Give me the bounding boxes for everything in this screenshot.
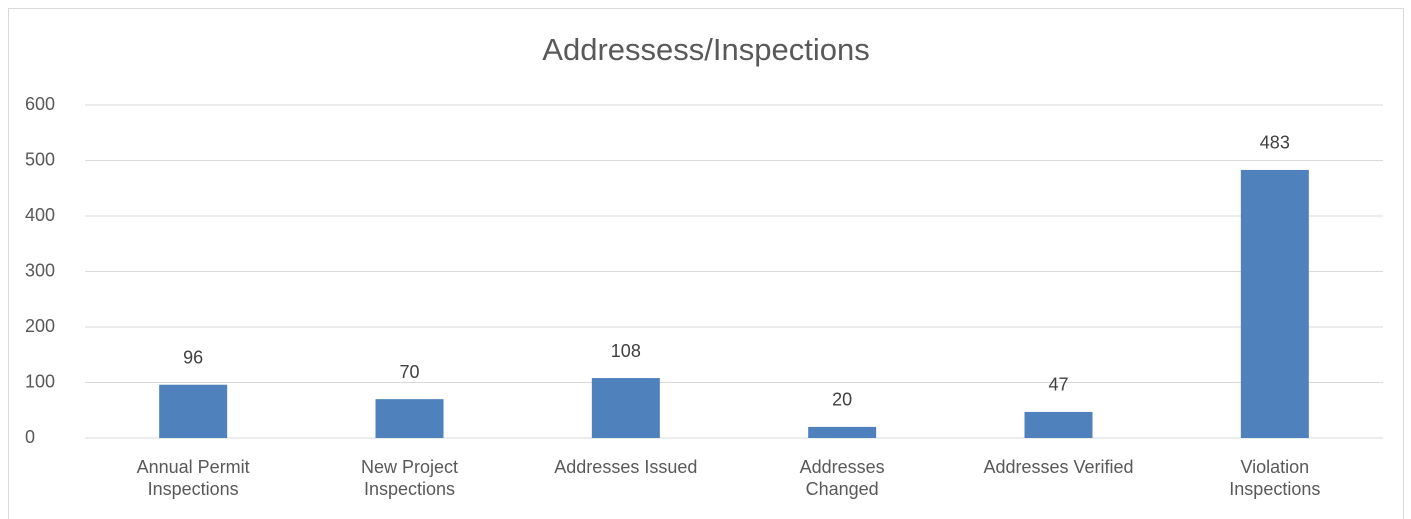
data-label: 96 (183, 347, 203, 367)
y-tick-label: 300 (25, 260, 55, 280)
y-tick-label: 100 (25, 371, 55, 391)
chart-border (8, 8, 1404, 519)
y-tick-label: 500 (25, 149, 55, 169)
y-tick-label: 200 (25, 316, 55, 336)
y-tick-label: 0 (25, 427, 35, 447)
bar (375, 399, 444, 438)
data-label: 47 (1048, 375, 1068, 395)
y-tick-label: 600 (25, 94, 55, 114)
bar (808, 426, 877, 438)
bar (1240, 169, 1309, 438)
data-label: 70 (399, 362, 419, 382)
x-tick-label: Annual Permit Inspections (136, 457, 250, 499)
chart-title: Addressess/Inspections (542, 32, 869, 67)
bar (1024, 411, 1093, 438)
x-tick-label: Addresses Changed (799, 457, 885, 499)
bar (591, 378, 660, 438)
data-label: 108 (611, 341, 641, 361)
x-tick-label: Addresses Issued (554, 457, 698, 477)
x-tick-label: Addresses Verified (983, 457, 1134, 477)
bar (159, 384, 228, 438)
x-tick-label: New Project Inspections (360, 457, 459, 499)
x-tick-label: Violation Inspections (1229, 457, 1321, 499)
y-tick-label: 400 (25, 205, 55, 225)
data-label: 483 (1260, 133, 1290, 153)
data-label: 20 (832, 390, 852, 410)
